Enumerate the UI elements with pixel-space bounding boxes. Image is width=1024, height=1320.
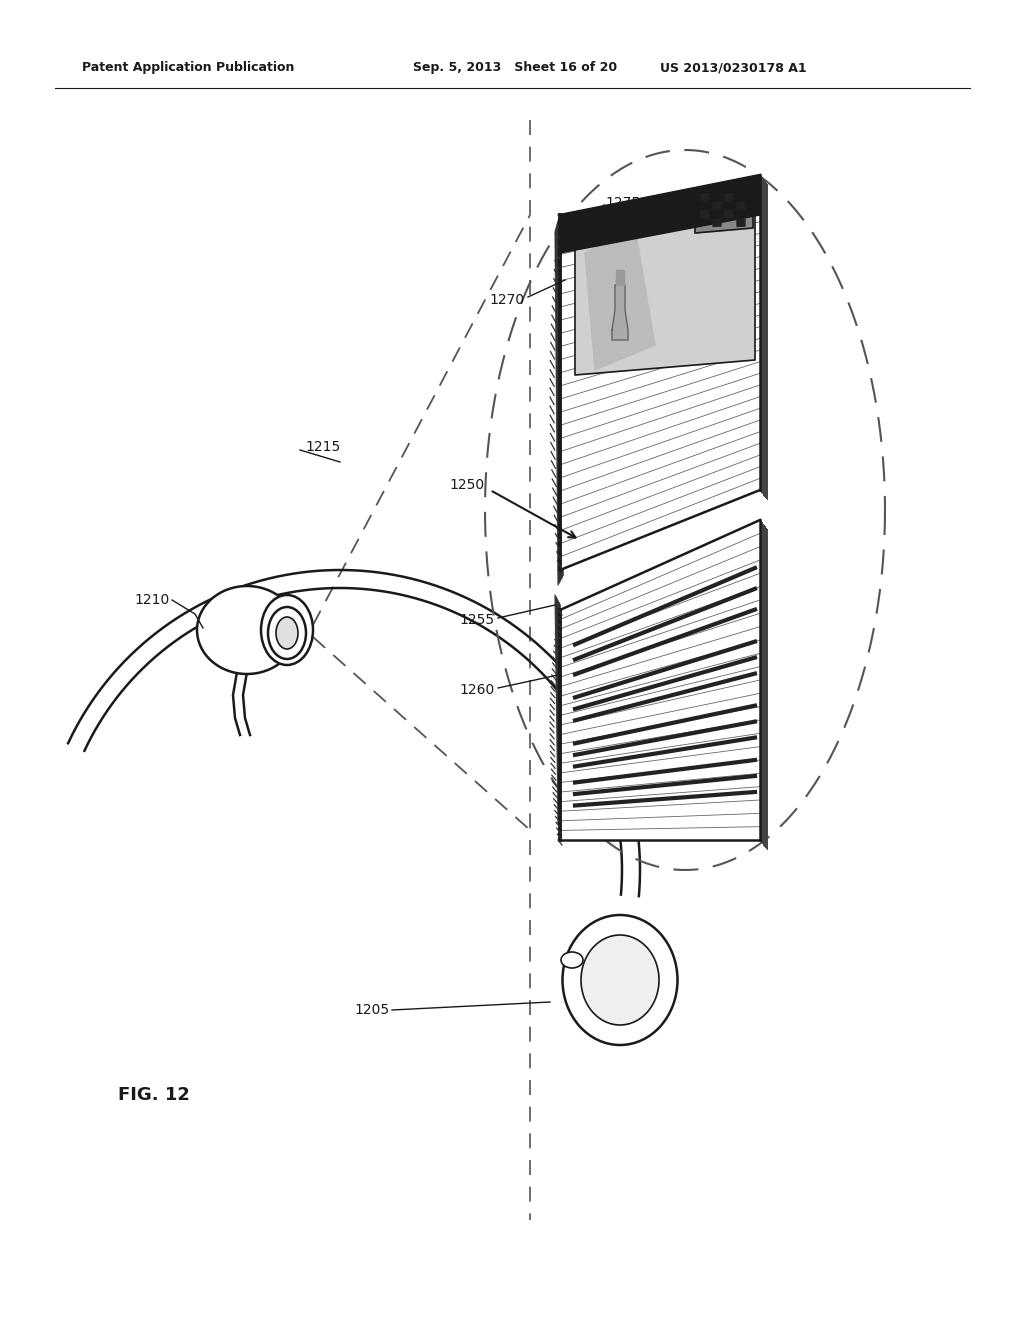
Text: Patent Application Publication: Patent Application Publication — [82, 62, 294, 74]
Polygon shape — [713, 202, 721, 210]
Text: FIG. 12: FIG. 12 — [118, 1086, 189, 1104]
Polygon shape — [560, 520, 760, 840]
Polygon shape — [575, 183, 755, 375]
Polygon shape — [701, 194, 709, 201]
Polygon shape — [737, 219, 745, 227]
Text: 1210: 1210 — [135, 593, 170, 607]
Polygon shape — [560, 176, 760, 253]
Polygon shape — [585, 228, 655, 370]
Ellipse shape — [276, 616, 298, 649]
Text: US 2013/0230178 A1: US 2013/0230178 A1 — [660, 62, 807, 74]
Text: 1275: 1275 — [605, 195, 640, 210]
Polygon shape — [701, 210, 709, 218]
Text: 1270: 1270 — [489, 293, 525, 308]
Text: 1250: 1250 — [450, 478, 485, 492]
Ellipse shape — [561, 952, 583, 968]
Polygon shape — [695, 183, 753, 234]
Ellipse shape — [581, 935, 659, 1026]
Ellipse shape — [197, 586, 297, 675]
Polygon shape — [713, 219, 721, 227]
Ellipse shape — [261, 595, 313, 665]
Polygon shape — [560, 176, 760, 570]
Ellipse shape — [268, 607, 306, 659]
Polygon shape — [725, 210, 733, 218]
Text: 1205: 1205 — [355, 1003, 390, 1016]
Polygon shape — [616, 271, 624, 285]
Text: 1260: 1260 — [460, 682, 495, 697]
Ellipse shape — [562, 915, 678, 1045]
Text: 1215: 1215 — [305, 440, 340, 454]
Text: 1255: 1255 — [460, 612, 495, 627]
Polygon shape — [737, 202, 745, 210]
Text: Sep. 5, 2013   Sheet 16 of 20: Sep. 5, 2013 Sheet 16 of 20 — [413, 62, 617, 74]
Polygon shape — [612, 285, 628, 341]
Polygon shape — [725, 194, 733, 201]
